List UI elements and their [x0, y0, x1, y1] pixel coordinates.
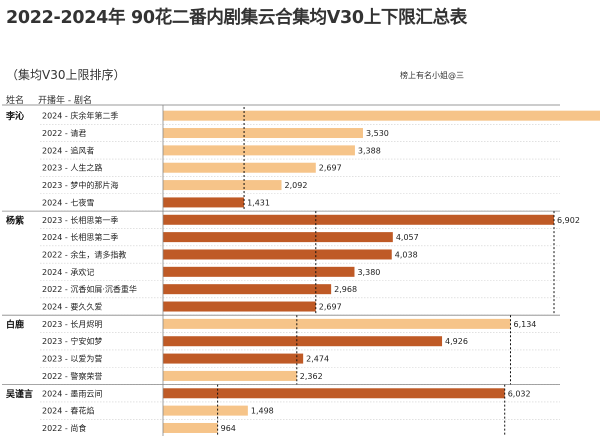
row-label: 2023 - 人生之路 — [42, 163, 102, 173]
value-label: 3,530 — [366, 129, 389, 138]
value-label: 2,092 — [285, 181, 308, 190]
show-column-header: 开播年 - 剧名 — [38, 96, 92, 106]
bar — [163, 405, 248, 416]
row-label: 2024 - 春花焰 — [42, 406, 94, 416]
bar — [163, 422, 218, 433]
group-name-label: 李沁 — [5, 110, 24, 122]
bar — [163, 336, 443, 347]
value-label: 1,498 — [251, 407, 274, 416]
row-label: 2022 - 请君 — [42, 128, 86, 138]
bar — [163, 197, 245, 208]
value-label: 2,697 — [319, 164, 342, 173]
value-label: 4,926 — [445, 337, 468, 346]
row-label: 2024 - 七夜雪 — [42, 197, 94, 207]
bar — [163, 110, 600, 121]
bar — [163, 353, 304, 364]
row-label: 2024 - 追风者 — [42, 145, 94, 155]
bar — [163, 128, 363, 139]
row-label: 2023 - 长月烬明 — [42, 319, 102, 329]
value-label: 2,362 — [300, 372, 323, 381]
row-label: 2024 - 承欢记 — [42, 267, 94, 277]
bar — [163, 145, 355, 156]
bar — [163, 266, 355, 277]
value-label: 3,380 — [357, 268, 380, 277]
row-label: 2023 - 以爱为营 — [42, 354, 102, 364]
chart-title: 2022-2024年 90花二番内剧集云合集均V30上下限汇总表 — [6, 8, 467, 28]
value-label: 964 — [221, 424, 236, 433]
value-label: 4,038 — [395, 250, 418, 259]
bar — [163, 318, 511, 329]
bar — [163, 232, 393, 243]
value-label: 1,431 — [247, 198, 270, 207]
group-name-label: 吴谨言 — [6, 388, 33, 400]
value-label: 4,057 — [396, 233, 419, 242]
row-label: 2023 - 长相思第一季 — [42, 215, 118, 225]
bar — [163, 301, 316, 312]
credit-text: 榜上有名小姐@三 — [400, 71, 464, 80]
value-label: 2,697 — [319, 303, 342, 312]
row-label: 2023 - 梦中的那片海 — [42, 180, 118, 190]
value-label: 6,902 — [557, 216, 580, 225]
row-label: 2024 - 要久久爱 — [42, 302, 102, 312]
bar — [163, 284, 332, 295]
bar — [163, 249, 392, 260]
value-label: 6,134 — [513, 320, 536, 329]
name-column-header: 姓名 — [6, 96, 25, 106]
group-name-label: 杨紫 — [6, 214, 24, 226]
row-label: 2024 - 庆余年第二季 — [42, 111, 118, 121]
value-label: 2,474 — [306, 355, 329, 364]
row-label: 2022 - 余生，请多指教 — [42, 249, 126, 259]
row-label: 2024 - 墨雨云间 — [42, 389, 102, 398]
chart-subtitle: （集均V30上限排序） — [6, 68, 126, 82]
bar — [163, 162, 316, 173]
row-label: 2023 - 宁安如梦 — [42, 336, 102, 346]
bar — [163, 214, 554, 225]
row-label: 2022 - 沉香如屑·沉香重华 — [42, 284, 137, 294]
group-name-label: 白鹿 — [6, 318, 24, 330]
value-label: 6,032 — [508, 389, 531, 398]
value-label: 2,968 — [334, 285, 357, 294]
bar — [163, 180, 282, 191]
bar — [163, 388, 505, 399]
row-label: 2022 - 警察荣誉 — [42, 371, 102, 381]
value-label: 3,388 — [358, 146, 381, 155]
row-label: 2022 - 尚食 — [42, 423, 86, 433]
bar — [163, 370, 297, 381]
row-label: 2024 - 长相思第二季 — [42, 232, 118, 242]
